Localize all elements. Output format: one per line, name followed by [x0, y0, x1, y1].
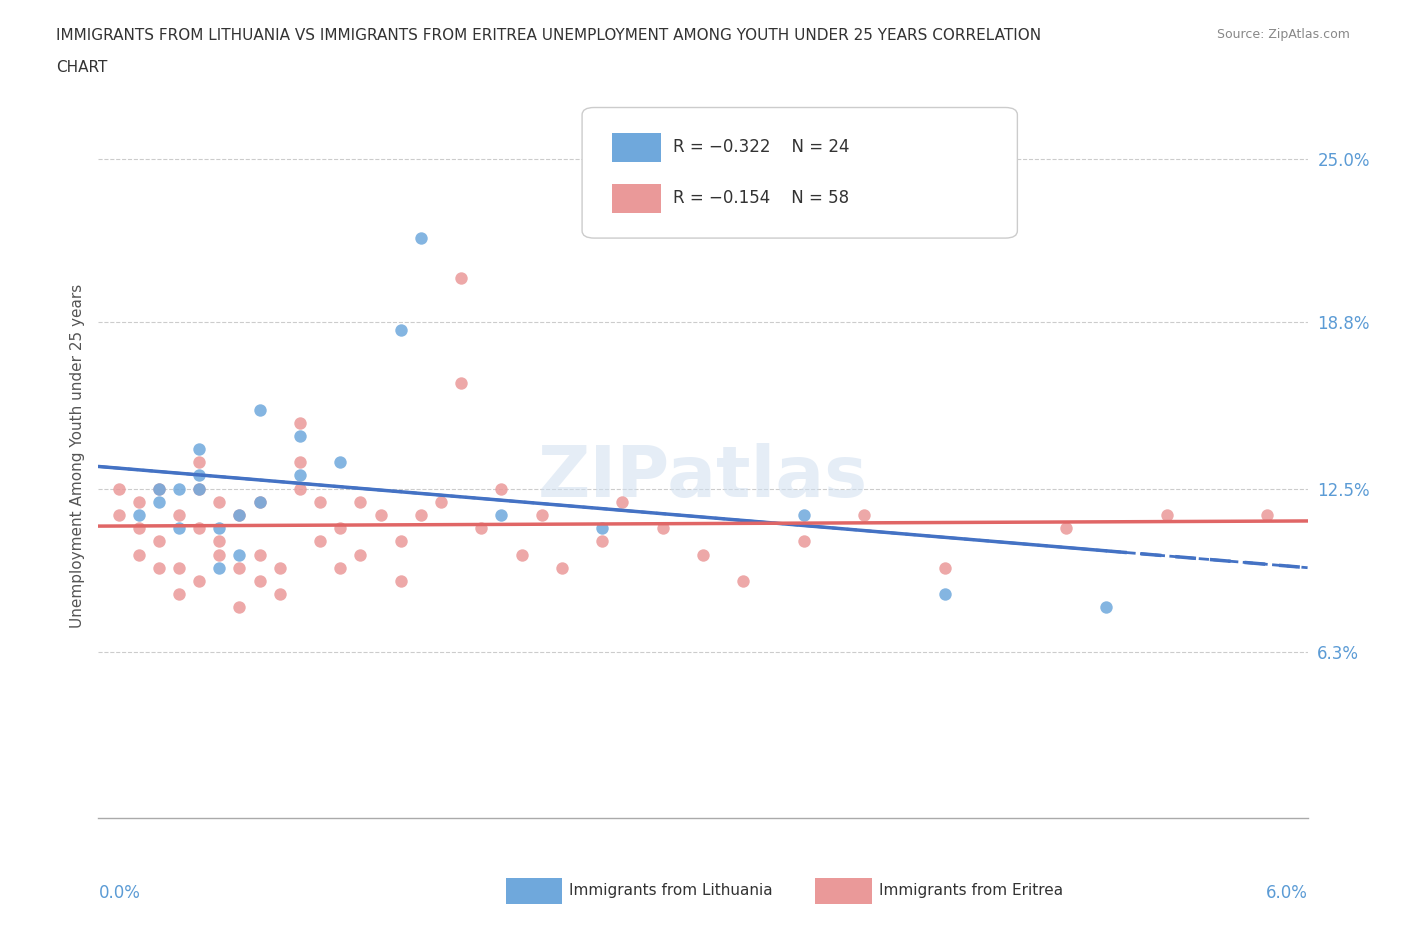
- Point: [107, 508, 129, 523]
- Point: [329, 455, 352, 470]
- Point: [208, 561, 231, 576]
- Text: Immigrants from Lithuania: Immigrants from Lithuania: [569, 884, 773, 898]
- FancyBboxPatch shape: [612, 133, 661, 162]
- Point: [389, 534, 412, 549]
- Point: [167, 481, 190, 496]
- Point: [269, 561, 291, 576]
- Point: [128, 521, 150, 536]
- Point: [793, 534, 815, 549]
- Point: [228, 508, 250, 523]
- Y-axis label: Unemployment Among Youth under 25 years: Unemployment Among Youth under 25 years: [69, 284, 84, 628]
- Point: [853, 508, 876, 523]
- Point: [148, 495, 170, 510]
- Point: [148, 534, 170, 549]
- Text: IMMIGRANTS FROM LITHUANIA VS IMMIGRANTS FROM ERITREA UNEMPLOYMENT AMONG YOUTH UN: IMMIGRANTS FROM LITHUANIA VS IMMIGRANTS …: [56, 28, 1042, 43]
- Point: [167, 508, 190, 523]
- Point: [409, 508, 432, 523]
- Point: [510, 547, 533, 562]
- Point: [450, 376, 472, 391]
- Point: [128, 508, 150, 523]
- FancyBboxPatch shape: [582, 108, 1018, 238]
- Point: [288, 416, 311, 431]
- Point: [530, 508, 553, 523]
- Text: R = −0.322    N = 24: R = −0.322 N = 24: [672, 139, 849, 156]
- Point: [591, 534, 613, 549]
- Point: [288, 468, 311, 483]
- Text: ZIPatlas: ZIPatlas: [538, 443, 868, 512]
- Point: [188, 455, 211, 470]
- Point: [733, 574, 755, 589]
- Text: R = −0.154    N = 58: R = −0.154 N = 58: [672, 189, 849, 207]
- Point: [249, 574, 271, 589]
- Point: [450, 271, 472, 286]
- Text: CHART: CHART: [56, 60, 108, 75]
- Point: [591, 521, 613, 536]
- Point: [309, 495, 332, 510]
- Point: [551, 561, 574, 576]
- Point: [309, 534, 332, 549]
- Point: [1054, 521, 1077, 536]
- Point: [128, 547, 150, 562]
- Point: [1156, 508, 1178, 523]
- Point: [188, 481, 211, 496]
- Point: [208, 534, 231, 549]
- Point: [167, 521, 190, 536]
- Text: Source: ZipAtlas.com: Source: ZipAtlas.com: [1216, 28, 1350, 41]
- Point: [228, 561, 250, 576]
- Point: [692, 547, 714, 562]
- Point: [288, 455, 311, 470]
- Point: [1256, 508, 1278, 523]
- Text: 0.0%: 0.0%: [98, 884, 141, 902]
- Point: [208, 521, 231, 536]
- Point: [167, 587, 190, 602]
- Point: [389, 323, 412, 338]
- Point: [288, 481, 311, 496]
- Point: [1095, 600, 1118, 615]
- Point: [370, 508, 392, 523]
- Point: [188, 468, 211, 483]
- Point: [188, 574, 211, 589]
- Point: [249, 495, 271, 510]
- Point: [269, 587, 291, 602]
- Point: [329, 521, 352, 536]
- Point: [249, 495, 271, 510]
- Point: [470, 521, 492, 536]
- Point: [208, 495, 231, 510]
- Point: [188, 442, 211, 457]
- Point: [793, 508, 815, 523]
- Point: [491, 508, 513, 523]
- Point: [148, 481, 170, 496]
- Point: [409, 231, 432, 246]
- Point: [228, 547, 250, 562]
- Point: [228, 600, 250, 615]
- Text: Immigrants from Eritrea: Immigrants from Eritrea: [879, 884, 1063, 898]
- Point: [249, 402, 271, 417]
- Point: [188, 481, 211, 496]
- Point: [430, 495, 453, 510]
- Point: [612, 495, 634, 510]
- Point: [349, 547, 371, 562]
- Point: [188, 521, 211, 536]
- FancyBboxPatch shape: [612, 184, 661, 213]
- Point: [128, 495, 150, 510]
- Point: [389, 574, 412, 589]
- Text: 6.0%: 6.0%: [1265, 884, 1308, 902]
- Point: [167, 561, 190, 576]
- Point: [934, 561, 956, 576]
- Point: [148, 561, 170, 576]
- Point: [107, 481, 129, 496]
- Point: [228, 508, 250, 523]
- Point: [249, 547, 271, 562]
- Point: [934, 587, 956, 602]
- Point: [208, 547, 231, 562]
- Point: [349, 495, 371, 510]
- Point: [288, 429, 311, 444]
- Point: [491, 481, 513, 496]
- Point: [148, 481, 170, 496]
- Point: [329, 561, 352, 576]
- Point: [651, 521, 673, 536]
